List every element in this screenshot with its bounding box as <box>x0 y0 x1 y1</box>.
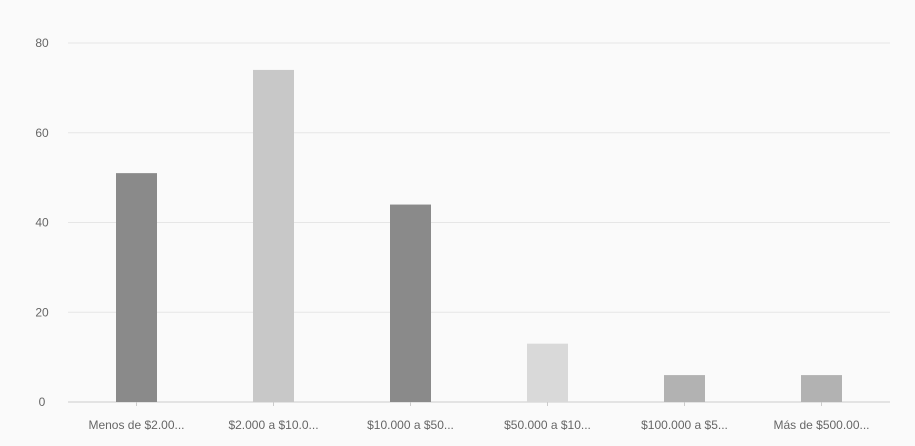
bar[interactable] <box>253 69 294 403</box>
bar[interactable] <box>664 375 705 402</box>
x-axis-ticks: Menos de $2.00... $2.000 a $10.0... $10.00… <box>88 402 870 432</box>
y-tick-label: 80 <box>35 36 49 50</box>
x-category-label: $100.000 a $5... <box>641 418 728 432</box>
x-category-label: Más de $500.00... <box>773 418 869 432</box>
y-tick-label: 60 <box>35 126 49 140</box>
bars <box>116 69 842 403</box>
gridlines <box>68 42 890 313</box>
y-tick-label: 40 <box>35 216 49 230</box>
bar[interactable] <box>527 343 568 402</box>
x-category-label: $50.000 a $10... <box>504 418 591 432</box>
x-category-label: $10.000 a $50... <box>367 418 454 432</box>
bar[interactable] <box>801 375 842 402</box>
y-tick-label: 20 <box>35 305 49 319</box>
x-category-label: $2.000 a $10.0... <box>228 418 318 432</box>
bar[interactable] <box>116 173 157 402</box>
y-tick-label: 0 <box>39 395 46 409</box>
x-category-label: Menos de $2.00... <box>88 418 184 432</box>
bar[interactable] <box>390 204 431 402</box>
y-axis-ticks: 0 20 40 60 80 <box>35 36 49 409</box>
